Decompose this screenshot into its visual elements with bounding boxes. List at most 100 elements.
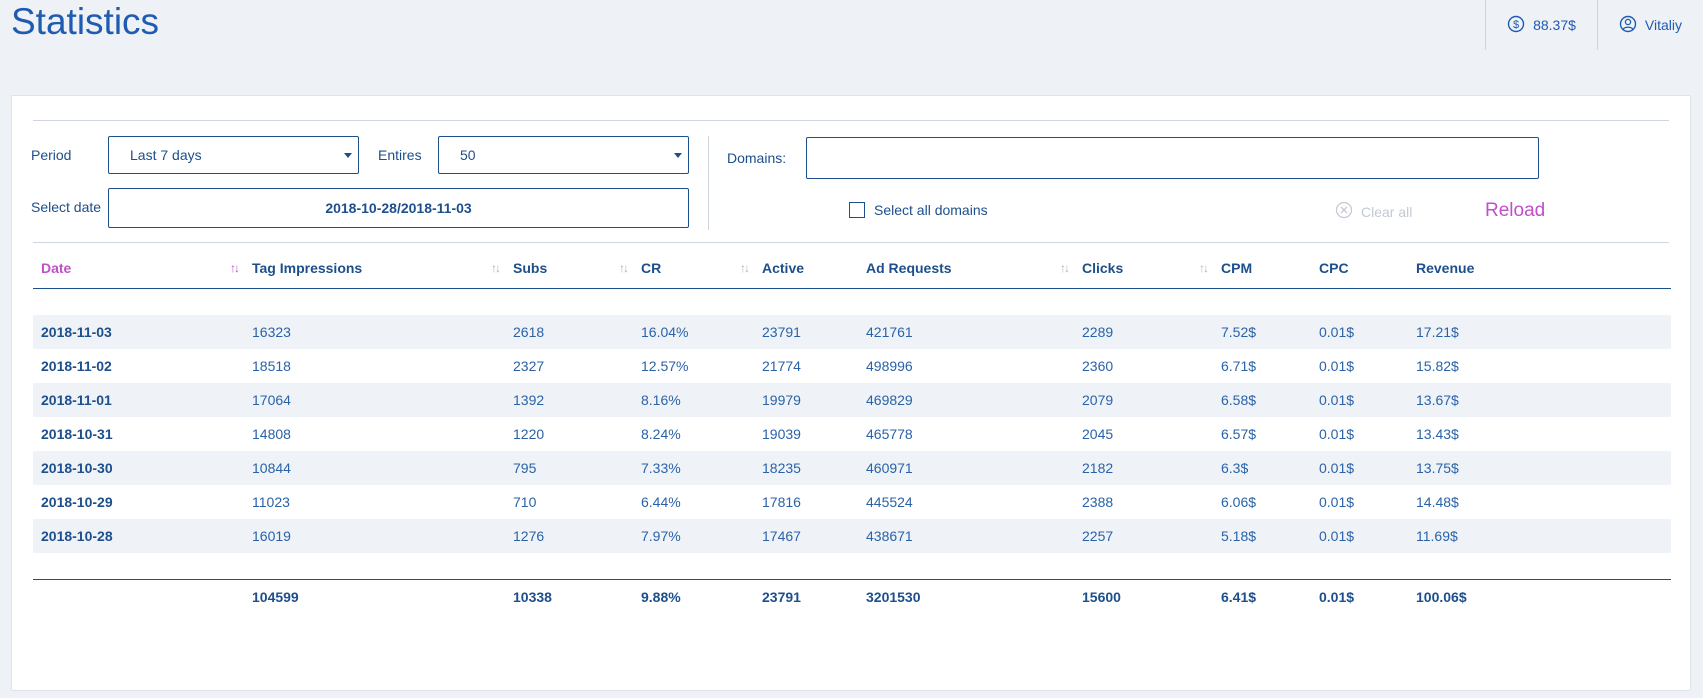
close-circle-icon (1335, 201, 1353, 222)
cell-tag-impressions: 17064 (244, 383, 505, 417)
cell-ad-requests: 469829 (858, 383, 1074, 417)
table-row: 2018-11-03 16323 2618 16.04% 23791 42176… (33, 315, 1671, 349)
totals-row: 104599 10338 9.88% 23791 3201530 15600 6… (33, 580, 1671, 615)
cell-cpc: 0.01$ (1311, 451, 1408, 485)
cell-ad-requests: 445524 (866, 494, 913, 510)
domains-input[interactable] (806, 137, 1539, 179)
entries-select[interactable]: 50 (438, 136, 689, 174)
select-all-domains-label: Select all domains (874, 202, 988, 218)
total-cpc: 0.01$ (1319, 589, 1355, 605)
filters-divider (708, 136, 709, 230)
cell-active: 19039 (762, 426, 801, 442)
total-ad-requests: 3201530 (866, 589, 921, 605)
column-header-date[interactable]: Date ↑↓ (33, 248, 244, 289)
cell-clicks: 2257 (1074, 519, 1213, 553)
cell-subs: 2327 (513, 358, 545, 374)
top-divider (33, 120, 1669, 121)
column-header-subs[interactable]: Subs ↑↓ (505, 248, 633, 289)
column-header-revenue: Revenue (1408, 248, 1671, 289)
total-date (33, 580, 244, 615)
cell-subs: 795 (505, 451, 633, 485)
cell-date: 2018-10-28 (33, 519, 244, 553)
user-circle-icon (1619, 15, 1637, 36)
cell-tag-impressions: 10844 (244, 451, 505, 485)
cell-ad-requests: 438671 (858, 519, 1074, 553)
table-row: 2018-10-29 11023 710 6.44% 17816 445524 … (33, 485, 1671, 519)
column-header-cpm: CPM (1213, 248, 1311, 289)
sort-icon: ↑↓ (740, 261, 750, 275)
cell-tag-impressions: 18518 (252, 358, 291, 374)
cell-active: 21774 (762, 358, 801, 374)
clear-all-button[interactable]: Clear all (1335, 201, 1412, 222)
cell-revenue: 17.21$ (1408, 315, 1671, 349)
cell-cr: 12.57% (641, 358, 689, 374)
cell-ad-requests: 498996 (866, 358, 913, 374)
column-header-tag-impressions[interactable]: Tag Impressions ↑↓ (244, 248, 505, 289)
user-menu-button[interactable]: Vitaliy (1596, 0, 1703, 50)
balance-button[interactable]: $ 88.37$ (1485, 0, 1597, 50)
cell-tag-impressions: 16019 (244, 519, 505, 553)
cell-subs: 1392 (505, 383, 633, 417)
table-row: 2018-10-31 14808 1220 8.24% 19039 465778… (33, 417, 1671, 451)
domains-label: Domains: (727, 150, 787, 166)
column-header-active: Active (754, 248, 858, 289)
period-select[interactable]: Last 7 days (108, 136, 359, 174)
sort-icon: ↑↓ (230, 261, 240, 275)
cell-cr: 7.33% (633, 451, 754, 485)
total-subs: 10338 (513, 589, 552, 605)
cell-cpc: 0.01$ (1319, 358, 1355, 374)
balance-value: 88.37$ (1533, 17, 1576, 33)
cell-ad-requests: 460971 (858, 451, 1074, 485)
statistics-table: Date ↑↓ Tag Impressions ↑↓ Subs ↑↓ CR ↑↓ Act… (33, 248, 1671, 614)
cell-date: 2018-10-30 (33, 451, 244, 485)
cell-active: 19979 (754, 383, 858, 417)
cell-subs: 1220 (513, 426, 545, 442)
cell-tag-impressions: 16323 (244, 315, 505, 349)
entries-label: Entires (378, 147, 422, 163)
cell-cpm: 7.52$ (1213, 315, 1311, 349)
select-date-label: Select date (31, 199, 102, 215)
cell-cpc: 0.01$ (1311, 315, 1408, 349)
cell-clicks: 2182 (1074, 451, 1213, 485)
column-header-clicks[interactable]: Clicks ↑↓ (1074, 248, 1213, 289)
page-title: Statistics (11, 1, 160, 42)
total-revenue: 100.06$ (1416, 589, 1467, 605)
cell-cr: 7.97% (633, 519, 754, 553)
period-label: Period (31, 147, 72, 163)
cell-tag-impressions: 11023 (252, 494, 290, 510)
sort-icon: ↑↓ (619, 261, 629, 275)
table-row: 2018-10-28 16019 1276 7.97% 17467 438671… (33, 519, 1671, 553)
column-header-cr[interactable]: CR ↑↓ (633, 248, 754, 289)
clear-all-label: Clear all (1361, 203, 1413, 220)
cell-ad-requests: 465778 (866, 426, 913, 442)
table-row: 2018-10-30 10844 795 7.33% 18235 460971 … (33, 451, 1671, 485)
date-range-value: 2018-10-28/2018-11-03 (325, 200, 472, 216)
cell-cpc: 0.01$ (1311, 383, 1408, 417)
select-all-domains-checkbox[interactable] (849, 202, 865, 218)
cell-revenue: 13.67$ (1408, 383, 1671, 417)
sort-icon: ↑↓ (1060, 261, 1070, 275)
total-tag-impressions: 104599 (252, 589, 299, 605)
cell-subs: 1276 (505, 519, 633, 553)
column-header-cpc: CPC (1311, 248, 1408, 289)
cell-active: 23791 (754, 315, 858, 349)
cell-date: 2018-11-02 (41, 358, 112, 374)
cell-ad-requests: 421761 (858, 315, 1074, 349)
statistics-card: Period Last 7 days Entires 50 Select dat… (11, 95, 1691, 691)
top-bar: $ 88.37$ Vitaliy (1485, 0, 1703, 50)
table-row: 2018-11-01 17064 1392 8.16% 19979 469829… (33, 383, 1671, 417)
chevron-down-icon (674, 153, 682, 158)
reload-button[interactable]: Reload (1485, 200, 1546, 221)
cell-revenue: 15.82$ (1416, 358, 1459, 374)
cell-active: 17816 (762, 494, 801, 510)
cell-clicks: 2045 (1082, 426, 1114, 442)
date-range-field[interactable]: 2018-10-28/2018-11-03 (108, 188, 689, 228)
svg-text:$: $ (1513, 19, 1519, 31)
dollar-circle-icon: $ (1507, 15, 1525, 36)
cell-active: 17467 (754, 519, 858, 553)
cell-date: 2018-11-01 (33, 383, 244, 417)
cell-clicks: 2360 (1082, 358, 1114, 374)
column-header-ad-requests[interactable]: Ad Requests ↑↓ (858, 248, 1074, 289)
cell-clicks: 2079 (1074, 383, 1213, 417)
period-select-value: Last 7 days (130, 147, 202, 163)
